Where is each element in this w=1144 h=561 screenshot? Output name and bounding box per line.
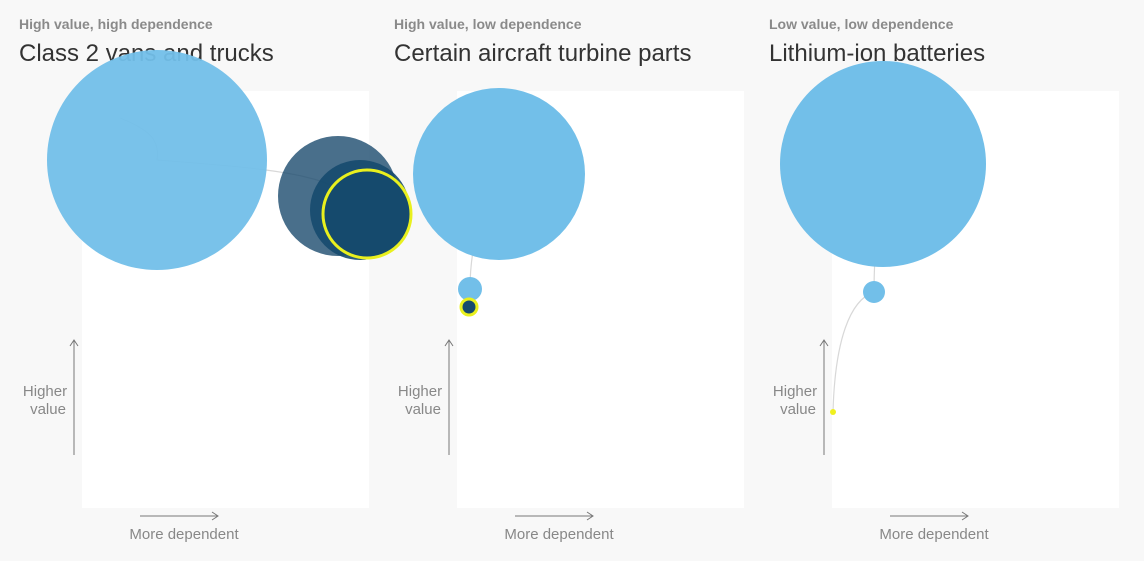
bubble-highlight bbox=[321, 168, 413, 260]
y-arrow bbox=[444, 339, 454, 455]
bubbles bbox=[47, 50, 986, 415]
x-axis-label: More dependent bbox=[879, 526, 989, 543]
bubble bbox=[458, 277, 482, 301]
y-axis-label: Higher bbox=[23, 383, 67, 400]
y-axis-label: value bbox=[405, 401, 441, 418]
bubble bbox=[47, 50, 267, 270]
y-arrow bbox=[69, 339, 79, 455]
x-axis-label: More dependent bbox=[129, 526, 239, 543]
y-axis-label: Higher bbox=[398, 383, 442, 400]
x-arrow bbox=[890, 511, 969, 521]
y-axis-label: value bbox=[780, 401, 816, 418]
y-arrow bbox=[819, 339, 829, 455]
bubble-highlight bbox=[459, 297, 479, 317]
bubble-highlight bbox=[830, 409, 836, 415]
bubble bbox=[413, 88, 585, 260]
bubble bbox=[780, 61, 986, 267]
panel-subtitle: High value, low dependence bbox=[394, 16, 582, 32]
panel-title: Certain aircraft turbine parts bbox=[394, 40, 691, 67]
panel-subtitle: High value, high dependence bbox=[19, 16, 213, 32]
bubble bbox=[863, 281, 885, 303]
x-arrow bbox=[515, 511, 594, 521]
y-axis-label: value bbox=[30, 401, 66, 418]
y-axis-label: Higher bbox=[773, 383, 817, 400]
x-axis-label: More dependent bbox=[504, 526, 614, 543]
x-arrow bbox=[140, 511, 219, 521]
panel-subtitle: Low value, low dependence bbox=[769, 16, 954, 32]
